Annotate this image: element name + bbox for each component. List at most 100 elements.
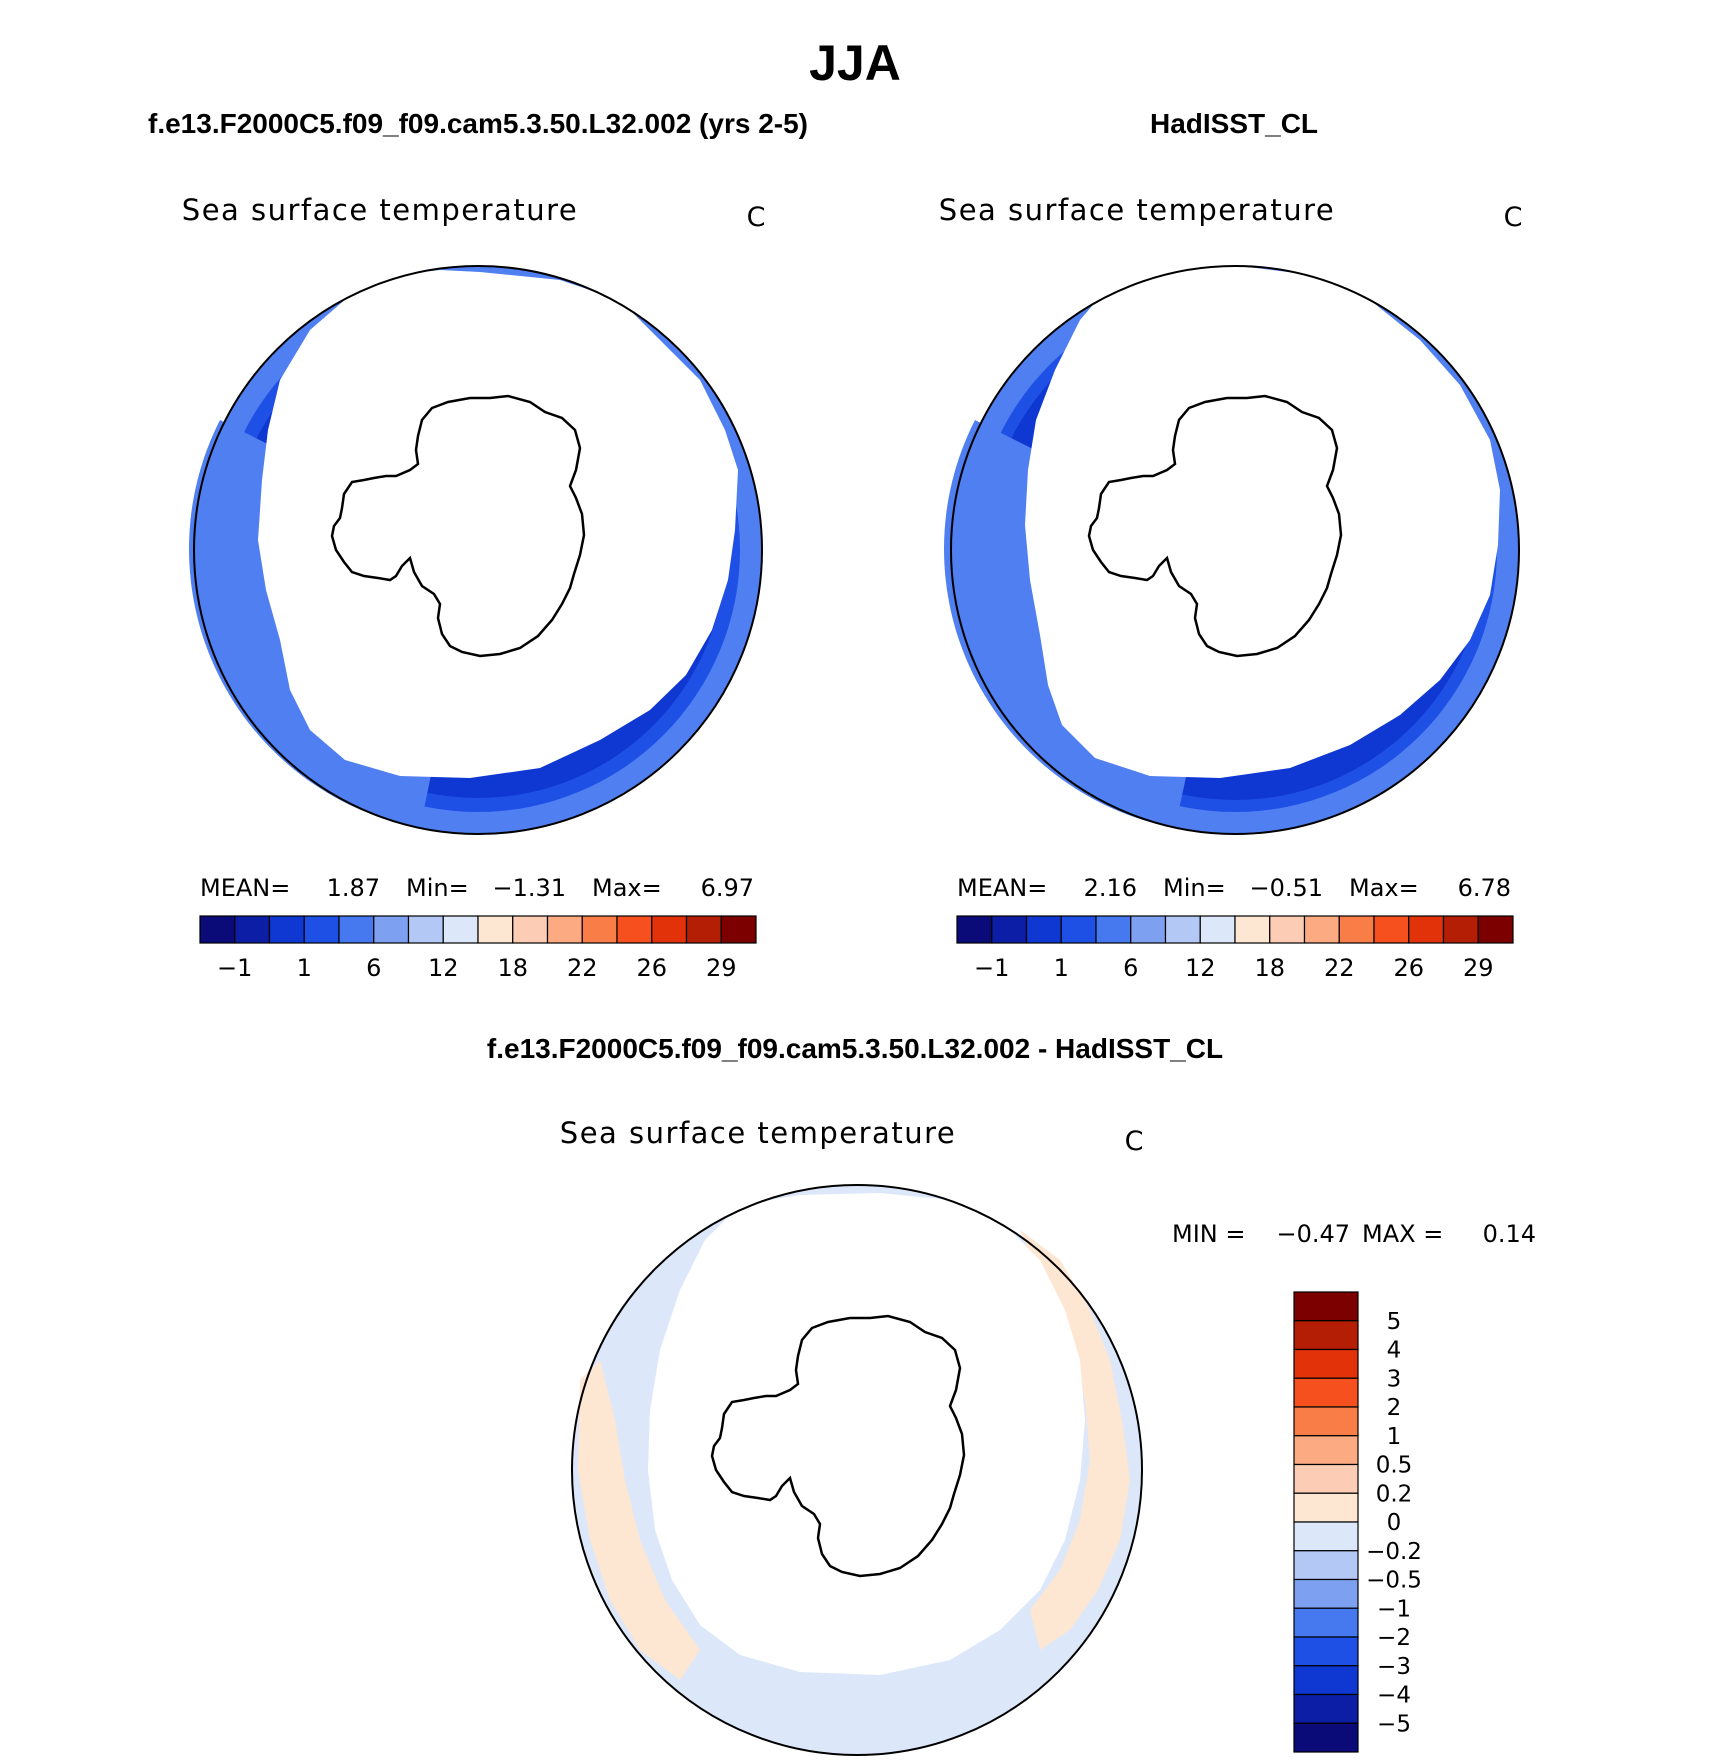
colorbar-tick-label: 1 (297, 954, 312, 982)
colorbar-tick-label: −0.2 (1366, 1539, 1422, 1565)
max-label: Max= (592, 874, 662, 902)
colorbar-swatch (1293, 1291, 1359, 1322)
colorbar-tick-label: 0.5 (1376, 1453, 1413, 1479)
colorbar-swatch (1293, 1636, 1359, 1667)
colorbar-swatch (1293, 1348, 1359, 1379)
colorbar-swatch (1373, 915, 1410, 944)
case-title: f.e13.F2000C5.f09_f09.cam5.3.50.L32.002 … (148, 108, 808, 139)
positive-anomaly-east (1020, 1230, 1130, 1650)
colorbar-swatch (1293, 1492, 1359, 1523)
page-title: JJA (809, 35, 901, 91)
colorbar-swatch (1293, 1521, 1359, 1552)
colorbar-swatch (1199, 915, 1236, 944)
units-label: C (747, 202, 766, 233)
max-label: MAX = (1362, 1220, 1443, 1248)
colorbar-tick-label: −3 (1377, 1654, 1411, 1680)
colorbar-swatch (1293, 1320, 1359, 1351)
max-value: 6.97 (701, 874, 754, 902)
mean-value: 2.16 (1084, 874, 1137, 902)
colorbar-swatch (199, 915, 236, 944)
colorbar-swatch (581, 915, 618, 944)
colorbar-tick-label: 22 (1324, 954, 1355, 982)
min-value: −0.51 (1249, 874, 1323, 902)
colorbar-tick-label: 0 (1387, 1510, 1402, 1536)
colorbar-tick-label: 12 (1185, 954, 1216, 982)
colorbar-swatch (268, 915, 305, 944)
colorbar-tick-label: 3 (1387, 1366, 1402, 1392)
colorbar-swatch (1293, 1463, 1359, 1494)
colorbar-swatch (1293, 1377, 1359, 1408)
colorbar-swatch (1442, 915, 1479, 944)
mean-label: MEAN= (200, 874, 290, 902)
map-border (571, 1184, 1143, 1756)
colorbar-tick-label: −1 (1377, 1596, 1411, 1622)
colorbar-swatch (991, 915, 1028, 944)
colorbar-swatch (1234, 915, 1271, 944)
colorbar-swatch (1303, 915, 1340, 944)
min-label: MIN = (1172, 1220, 1245, 1248)
colorbar-swatch (234, 915, 271, 944)
sea-ice-mask (1025, 266, 1500, 778)
colorbar-swatch (720, 915, 757, 944)
colorbar-swatch (303, 915, 340, 944)
min-label: Min= (406, 874, 469, 902)
colorbar-tick-label: 29 (1463, 954, 1494, 982)
colorbar-tick-label: −1 (974, 954, 1009, 982)
colorbar-tick-label: 29 (706, 954, 737, 982)
min-value: −0.47 (1276, 1220, 1350, 1248)
colorbar-vertical: 5 43 2 1 0.50.2 0 −0.2 −0.5−1 −2 −3 −4−5 (1293, 1291, 1422, 1753)
colorbar-swatch (1293, 1435, 1359, 1466)
variable-title: Sea surface temperature (939, 193, 1335, 227)
sea-ice-mask (258, 270, 738, 778)
colorbar-tick-label: 26 (636, 954, 667, 982)
polar-map (944, 265, 1520, 835)
colorbar-swatch (1477, 915, 1514, 944)
colorbar-tick-label: −5 (1377, 1711, 1411, 1737)
colorbar-tick-label: 0.2 (1376, 1481, 1413, 1507)
colorbar-swatch (338, 915, 375, 944)
colorbar-swatch (1130, 915, 1167, 944)
positive-anomaly-west (578, 1360, 700, 1680)
colorbar-swatch (1293, 1693, 1359, 1724)
colorbar-swatch (1293, 1722, 1359, 1753)
colorbar-tick-label: 5 (1387, 1309, 1402, 1335)
colorbar-swatch (616, 915, 653, 944)
colorbar-swatch (1293, 1406, 1359, 1437)
max-value: 6.78 (1458, 874, 1511, 902)
case-title: f.e13.F2000C5.f09_f09.cam5.3.50.L32.002 … (487, 1033, 1223, 1064)
units-label: C (1504, 202, 1523, 233)
max-value: 0.14 (1483, 1220, 1536, 1248)
colorbar-swatch (1269, 915, 1306, 944)
units-label: C (1125, 1126, 1144, 1157)
colorbar-swatch (1293, 1578, 1359, 1609)
colorbar-swatch (1293, 1550, 1359, 1581)
polar-map (189, 265, 763, 835)
colorbar-tick-label: −4 (1377, 1683, 1411, 1709)
colorbar-swatch (1338, 915, 1375, 944)
min-label: Min= (1163, 874, 1226, 902)
colorbar-swatch (1293, 1665, 1359, 1696)
colorbar-tick-label: 4 (1387, 1338, 1402, 1364)
sea-ice-mask (648, 1193, 1085, 1675)
colorbar-swatch (1293, 1607, 1359, 1638)
colorbar: −1 1 6 12 18 22 26 29 (199, 915, 757, 982)
colorbar-swatch (1025, 915, 1062, 944)
colorbar-swatch (477, 915, 514, 944)
colorbar-tick-label: 18 (1254, 954, 1285, 982)
colorbar-tick-label: 1 (1387, 1424, 1402, 1450)
colorbar-swatch (373, 915, 410, 944)
colorbar-swatch (1060, 915, 1097, 944)
colorbar-swatch (685, 915, 722, 944)
mean-label: MEAN= (957, 874, 1047, 902)
variable-title: Sea surface temperature (560, 1116, 956, 1150)
colorbar-tick-label: 6 (1123, 954, 1138, 982)
min-value: −1.31 (492, 874, 566, 902)
polar-map (571, 1184, 1143, 1756)
colorbar-swatch (407, 915, 444, 944)
colorbar-tick-label: −2 (1377, 1625, 1411, 1651)
colorbar-tick-label: 2 (1387, 1395, 1402, 1421)
colorbar-swatch (956, 915, 993, 944)
colorbar-swatch (546, 915, 583, 944)
colorbar-tick-label: 26 (1393, 954, 1424, 982)
